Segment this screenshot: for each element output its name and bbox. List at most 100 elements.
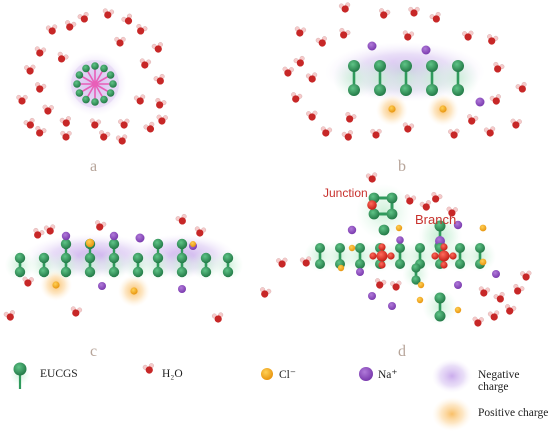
water-molecule [32,81,48,95]
junction-atom [376,250,388,262]
eucgs-head [84,252,96,264]
water-molecule [281,66,295,78]
chloride-ion [388,105,396,113]
water-molecule [488,93,504,107]
sodium-ion [178,285,186,293]
water-molecule [142,120,158,135]
micelle-center [92,81,98,87]
water-molecule [133,23,149,37]
water-molecule [464,113,480,127]
water-molecule [484,33,500,47]
water-molecule [389,280,403,292]
water-molecule [62,19,78,33]
legend-positive-label: Positive charge [478,407,549,419]
water-molecule [401,121,415,134]
eucgs-head [75,71,84,79]
water-molecule [96,129,112,143]
eucgs-head [455,243,465,253]
water-molecule [477,285,491,298]
sodium-ion [388,302,396,310]
chloride-ion [479,224,487,232]
water-molecule [519,270,533,282]
sodium-ion [347,225,357,235]
water-molecule [155,114,169,126]
chloride-ion [52,281,60,289]
eucgs-head [315,243,325,253]
eucgs-head [100,64,108,73]
water-molecule [338,1,352,14]
eucgs-head [176,266,188,278]
eucgs-head [73,80,81,88]
eucgs-head [14,266,26,278]
water-molecule [509,118,523,130]
water-molecule [133,93,147,106]
water-molecule [340,129,356,143]
water-molecule [483,125,497,138]
chloride-ion [416,296,424,304]
eucgs-head [386,208,398,220]
eucgs-head [355,243,365,253]
chloride-ion [417,281,425,289]
eucgs-head [348,60,360,72]
water-molecule [23,64,37,76]
eucgs-head [415,243,425,253]
eucgs-head [315,259,325,269]
eucgs-head [411,263,421,273]
water-molecule [33,45,47,58]
eucgs-head [378,224,390,236]
water-molecule [305,71,319,84]
junction-atom [378,243,386,251]
sodium-ion [421,45,431,55]
sodium-ion [492,270,500,278]
water-molecule [292,55,308,69]
eucgs-head [355,259,365,269]
eucgs-head [108,266,120,278]
legend-negative-label: Negative charge [478,369,520,393]
eucgs-head [91,62,99,70]
sodium-ion [98,282,106,290]
sodium-ion [453,220,463,230]
eucgs-head [108,252,120,264]
water-molecule [117,118,131,130]
eucgs-head [222,266,234,278]
water-molecule [305,110,319,122]
eucgs-head [426,60,438,72]
junction-atom [440,243,448,251]
water-molecule [58,115,74,129]
panel-label-a: a [90,158,98,175]
water-molecule [487,309,501,322]
water-molecule [492,291,508,305]
eucgs-head [434,220,446,232]
water-molecule [16,94,28,106]
eucgs-head [106,89,115,97]
eucgs-head [374,60,386,72]
eucgs-head [434,310,446,322]
water-molecule [69,305,83,318]
eucgs-head [176,252,188,264]
legend-chloride-icon [261,368,273,380]
sodium-ion [396,236,404,244]
chloride-ion [130,287,138,295]
junction-atom [438,250,450,262]
eucgs-head [455,259,465,269]
water-molecule [92,219,108,233]
water-molecule [447,128,461,140]
junction-label: Junction [323,186,368,200]
chloride-ion [337,264,345,272]
eucgs-head [75,89,84,97]
eucgs-head [411,275,421,285]
water-molecule [60,130,72,142]
water-molecule [336,27,352,41]
sodium-ion [135,233,145,243]
water-molecule [257,286,273,300]
legend-sodium-icon [359,367,373,381]
water-molecule [365,171,379,184]
water-molecule [514,81,530,95]
water-molecule [288,91,304,105]
chloride-ion [348,244,356,252]
junction-atom [449,252,457,260]
water-molecule [342,111,358,125]
eucgs-head [434,292,446,304]
water-molecule [88,117,102,130]
